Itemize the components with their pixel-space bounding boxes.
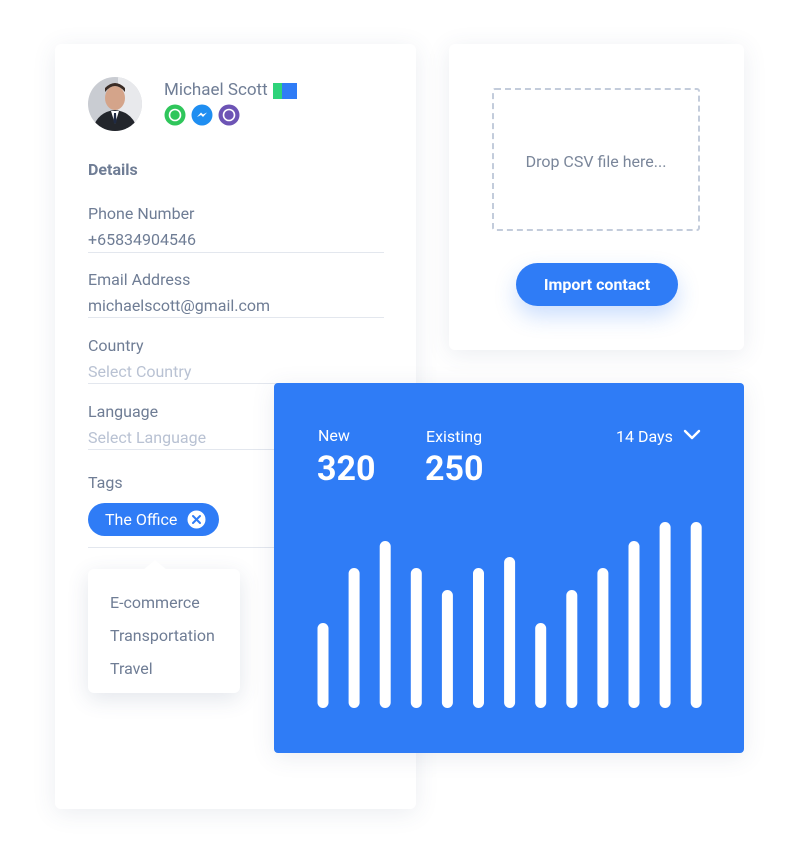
bar-chart — [317, 522, 702, 708]
field-label: Email Address — [88, 270, 191, 289]
import-button-text: Import contact — [543, 275, 651, 294]
field-label: Language — [88, 402, 159, 421]
period-caret[interactable] — [683, 429, 701, 441]
metric-label: Existing — [426, 427, 483, 446]
import-button[interactable]: Import contact — [516, 263, 678, 306]
metric-label: New — [318, 426, 350, 445]
bar — [348, 568, 360, 708]
dropzone[interactable]: Drop CSV file here... — [492, 88, 700, 231]
bar — [535, 623, 547, 708]
channel-icons — [164, 104, 240, 126]
tag-remove[interactable] — [187, 510, 206, 529]
bar — [659, 522, 671, 708]
viber-icon[interactable] — [218, 104, 240, 126]
field-underline — [88, 252, 384, 253]
field-underline — [88, 317, 384, 318]
whatsapp-icon[interactable] — [164, 104, 186, 126]
field-underline — [88, 383, 384, 384]
avatar — [88, 77, 142, 131]
tags-label: Tags — [88, 473, 123, 492]
bar — [628, 541, 640, 708]
bar — [410, 568, 422, 708]
tag-chip[interactable]: The Office — [88, 503, 219, 536]
contact-name: Michael Scott — [164, 80, 268, 100]
tag-dropdown: E-commerce Transportation Travel — [88, 560, 240, 693]
dropzone-text: Drop CSV file here... — [525, 152, 667, 171]
import-card: Drop CSV file here... Import contact — [449, 44, 744, 350]
bar — [597, 568, 609, 708]
field-placeholder[interactable]: Select Language — [88, 428, 207, 447]
bar — [379, 541, 391, 708]
tags-underline — [88, 547, 384, 548]
bar — [504, 557, 516, 708]
field-label: Phone Number — [88, 204, 195, 223]
period-select[interactable]: 14 Days — [616, 427, 673, 446]
bar — [690, 522, 702, 708]
tag-text: The Office — [105, 510, 178, 529]
field-value[interactable]: michaelscott@gmail.com — [88, 296, 271, 315]
bar — [317, 623, 329, 708]
metric-value: 250 — [425, 449, 484, 489]
field-placeholder[interactable]: Select Country — [88, 362, 192, 381]
flag — [273, 83, 297, 99]
dropdown-caret — [143, 560, 167, 570]
field-label: Country — [88, 336, 144, 355]
dropdown-option[interactable]: E-commerce — [110, 593, 200, 612]
field-underline — [88, 449, 384, 450]
field-value[interactable]: +65834904546 — [88, 230, 196, 249]
bar — [441, 590, 453, 708]
dropdown-option[interactable]: Transportation — [110, 626, 215, 645]
bar — [473, 568, 484, 708]
metric-value: 320 — [317, 449, 376, 489]
stats-card: New 320 Existing 250 14 Days — [274, 383, 744, 753]
dropdown-option[interactable]: Travel — [110, 659, 153, 678]
section-title: Details — [88, 160, 138, 179]
bar — [566, 590, 578, 708]
